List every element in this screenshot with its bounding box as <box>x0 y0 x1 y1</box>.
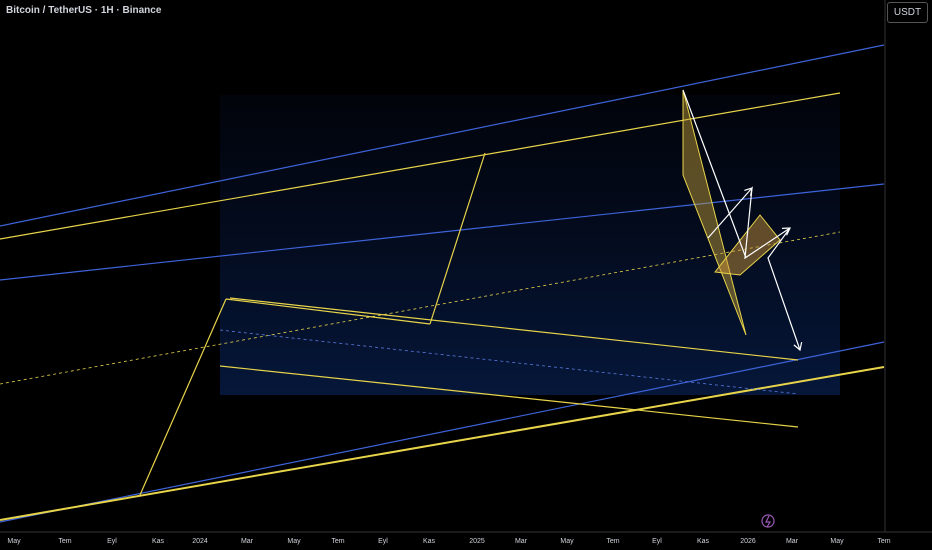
x-tick-label: Mar <box>515 538 528 545</box>
x-tick-label: Mar <box>241 538 254 545</box>
dashed-yellow-trend <box>0 231 841 385</box>
x-tick-label: Kas <box>697 538 710 545</box>
x-tick-label: May <box>287 538 301 545</box>
x-tick-label: Tem <box>58 538 71 545</box>
swing-leg <box>429 152 486 325</box>
x-tick-label: Kas <box>423 538 436 545</box>
x-tick-label: Mar <box>786 538 799 545</box>
x-tick-label: Tem <box>877 538 890 545</box>
projection-arrowhead <box>744 187 753 196</box>
trend-yellow-upper <box>0 92 841 240</box>
projection-line <box>682 89 747 259</box>
x-tick-label: Tem <box>606 538 619 545</box>
x-tick-label: May <box>7 538 21 545</box>
channel-blue-lower <box>0 341 885 523</box>
lightning-icon-ring <box>761 514 775 528</box>
currency-button[interactable]: USDT <box>887 2 928 23</box>
x-tick-label: 2025 <box>469 538 485 545</box>
projection-arrow <box>707 186 801 351</box>
x-tick-label: Kas <box>152 538 165 545</box>
triangle-zone <box>714 214 781 276</box>
dashed-blue-trend <box>219 329 799 395</box>
x-tick-label: 2024 <box>192 538 208 545</box>
swing-leg <box>225 298 431 325</box>
lightning-icon-bolt <box>765 515 772 528</box>
swing-leg <box>139 298 227 496</box>
x-tick-label: Eyl <box>652 538 662 545</box>
x-tick-label: 2026 <box>740 538 756 545</box>
channel-blue-upper <box>0 44 885 227</box>
lightning-icon <box>761 514 775 528</box>
descending-channel-lower <box>219 365 799 428</box>
x-tick-label: May <box>560 538 574 545</box>
projection-arrowhead <box>793 342 803 352</box>
projection-arrowhead <box>781 227 791 236</box>
trend-yellow-lower <box>0 366 885 521</box>
price-axis <box>885 0 932 550</box>
descending-channel-upper <box>229 297 799 361</box>
x-tick-label: Eyl <box>378 538 388 545</box>
x-tick-label: Eyl <box>107 538 117 545</box>
x-tick-label: Tem <box>331 538 344 545</box>
chart-title: Bitcoin / TetherUS · 1H · Binance <box>6 5 162 16</box>
x-tick-label: May <box>830 538 844 545</box>
channel-blue-middle <box>0 183 885 281</box>
